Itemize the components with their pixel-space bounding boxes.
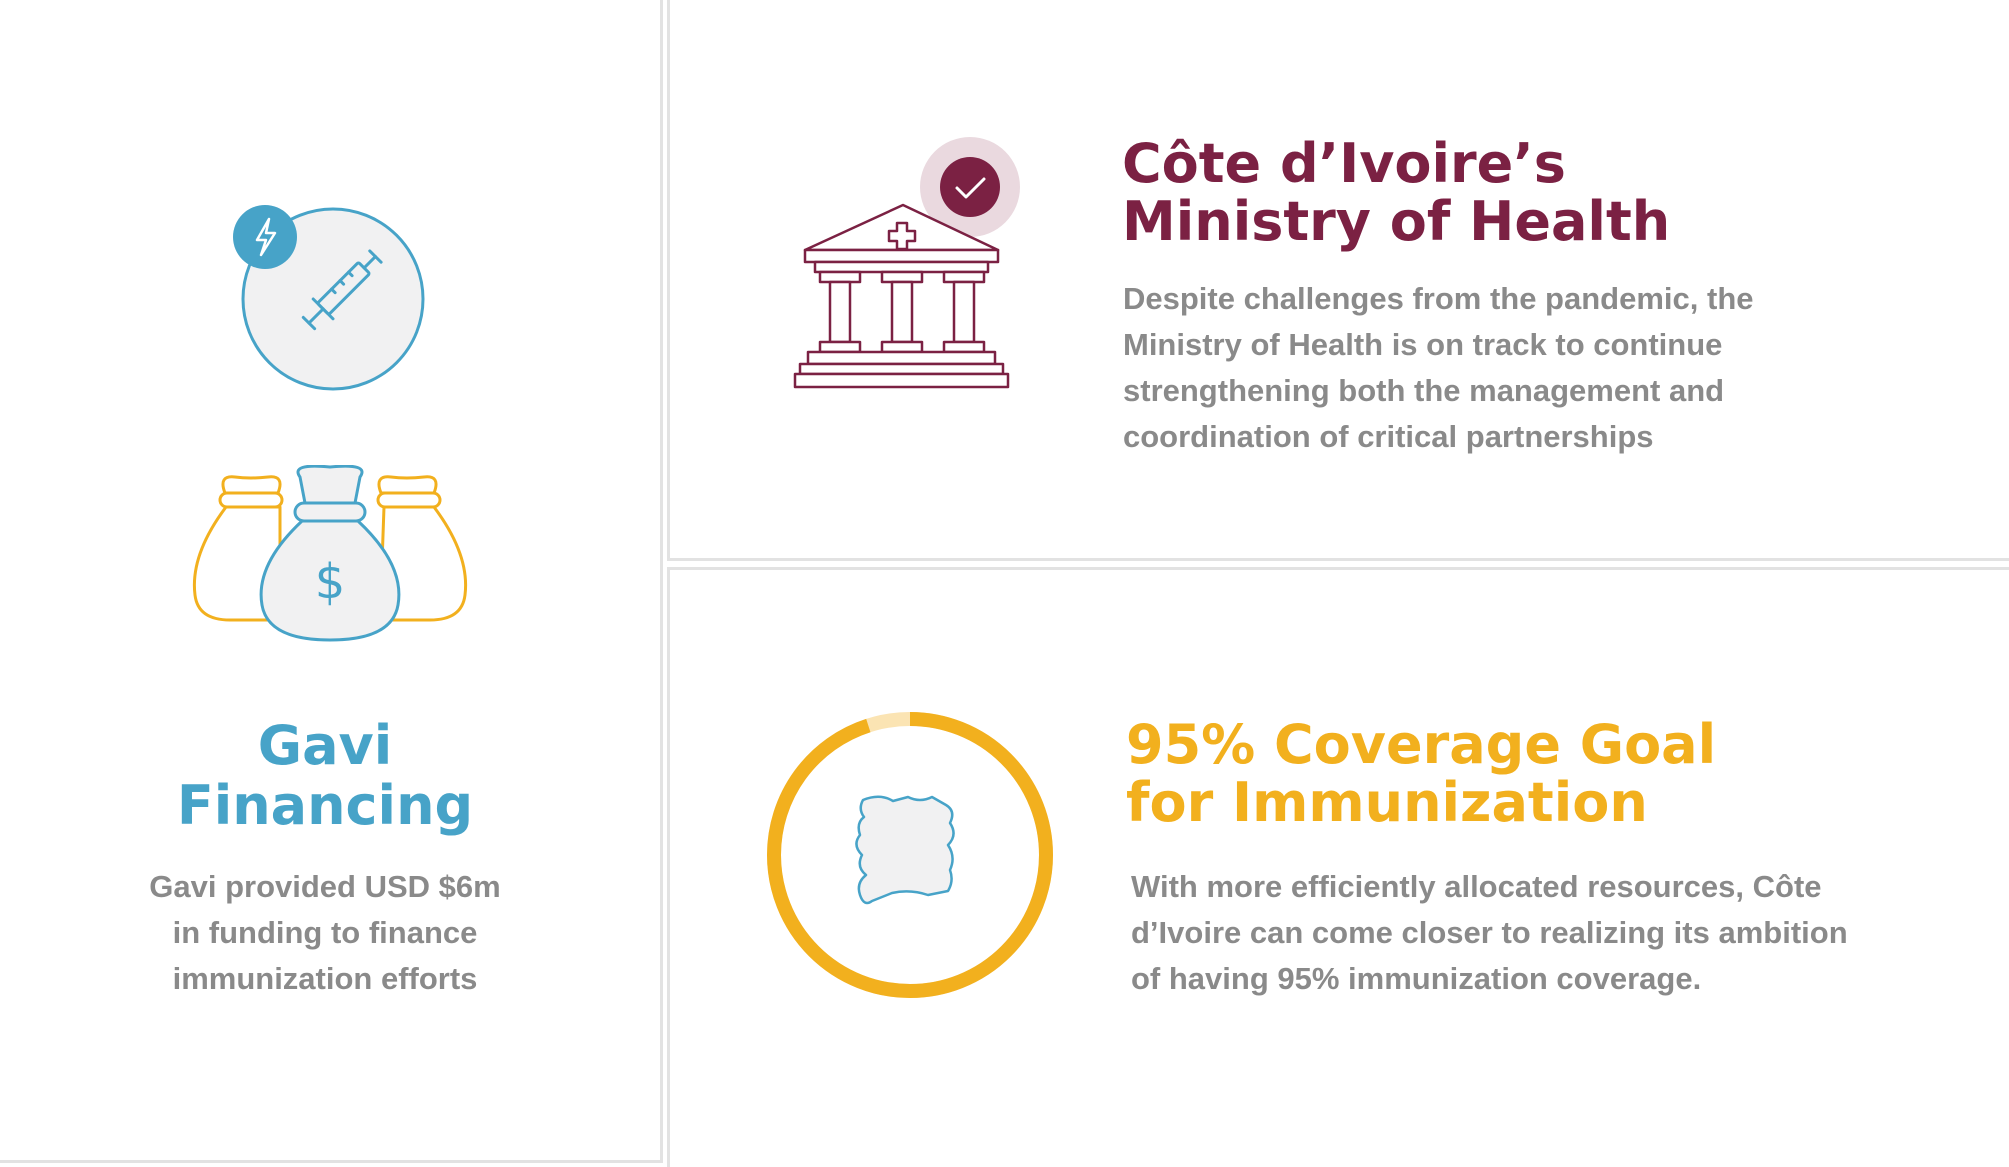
gavi-title-line-2: Financing [176, 774, 474, 837]
gavi-financing-description: Gavi provided USD $6m in funding to fina… [80, 864, 570, 1002]
coverage-text-line-3: of having 95% immunization coverage. [1131, 961, 1702, 996]
gavi-text-line-2: in funding to finance [172, 915, 478, 950]
lightning-icon [255, 217, 277, 257]
money-bags-icon: $ [192, 465, 468, 642]
moh-title-line-1: Côte d’Ivoire’s [1122, 132, 1566, 195]
ministry-of-health-title: Côte d’Ivoire’s Ministry of Health [1122, 135, 1922, 251]
moh-text-line-1: Despite challenges from the pandemic, th… [1123, 281, 1754, 316]
ministry-of-health-description: Despite challenges from the pandemic, th… [1123, 276, 1823, 460]
moh-text-line-2: Ministry of Health is on track to contin… [1123, 327, 1723, 362]
gavi-financing-title: Gavi Financing [0, 716, 650, 836]
progress-ring-icon [767, 712, 1053, 998]
syringe-badge [233, 205, 425, 391]
dollar-sign-icon: $ [315, 554, 346, 610]
gavi-text-line-1: Gavi provided USD $6m [149, 869, 501, 904]
cote-divoire-map-icon [855, 795, 955, 905]
coverage-text-line-2: d’Ivoire can come closer to realizing it… [1131, 915, 1848, 950]
hospital-building-icon [793, 137, 1020, 389]
checkmark-icon [955, 177, 986, 199]
coverage-text-line-1: With more efficiently allocated resource… [1131, 869, 1822, 904]
moh-text-line-3: strengthening both the management and [1123, 373, 1725, 408]
moh-title-line-2: Ministry of Health [1122, 190, 1671, 253]
coverage-title-line-1: 95% Coverage Goal [1126, 713, 1717, 776]
coverage-goal-description: With more efficiently allocated resource… [1131, 864, 1961, 1002]
progress-arc [767, 712, 1053, 998]
syringe-icon [301, 249, 383, 331]
coverage-title-line-2: for Immunization [1126, 771, 1648, 834]
gavi-title-line-1: Gavi [257, 714, 393, 777]
coverage-goal-title: 95% Coverage Goal for Immunization [1126, 716, 1926, 832]
gavi-text-line-3: immunization efforts [172, 961, 478, 996]
moh-text-line-4: coordination of critical partnerships [1123, 419, 1654, 454]
